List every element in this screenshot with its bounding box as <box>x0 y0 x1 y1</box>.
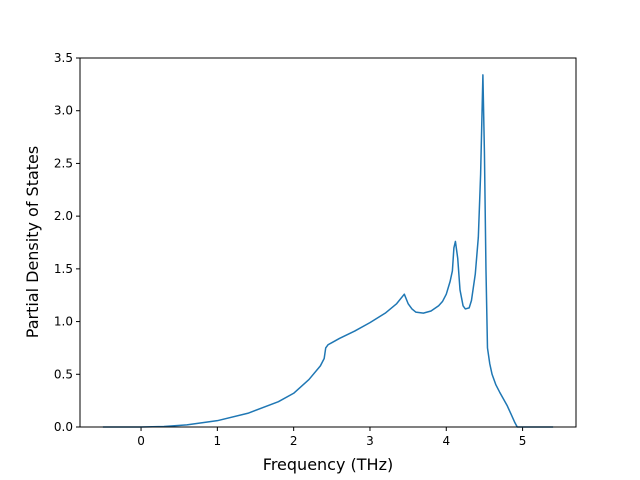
y-tick-label: 1.5 <box>54 262 73 276</box>
y-tick-label: 2.5 <box>54 156 73 170</box>
pdos-series-line <box>102 74 554 428</box>
x-tick-label: 4 <box>442 434 450 448</box>
y-tick-label: 2.0 <box>54 209 73 223</box>
y-tick-label: 3.0 <box>54 104 73 118</box>
y-tick-label: 0.5 <box>54 367 73 381</box>
y-axis-ticks: 0.0 0.5 1.0 1.5 2.0 2.5 3.0 3.5 <box>54 51 80 434</box>
plot-frame <box>79 57 577 428</box>
y-tick-label: 3.5 <box>54 51 73 65</box>
x-axis-label: Frequency (THz) <box>263 455 393 474</box>
y-tick-label: 0.0 <box>54 420 73 434</box>
x-tick-label: 1 <box>214 434 222 448</box>
y-tick-label: 1.0 <box>54 315 73 329</box>
x-tick-label: 2 <box>290 434 298 448</box>
x-tick-label: 3 <box>366 434 374 448</box>
y-axis-label: Partial Density of States <box>23 146 42 338</box>
x-tick-label: 5 <box>519 434 527 448</box>
x-tick-label: 0 <box>137 434 145 448</box>
x-axis-ticks: 0 1 2 3 4 5 <box>137 427 526 448</box>
